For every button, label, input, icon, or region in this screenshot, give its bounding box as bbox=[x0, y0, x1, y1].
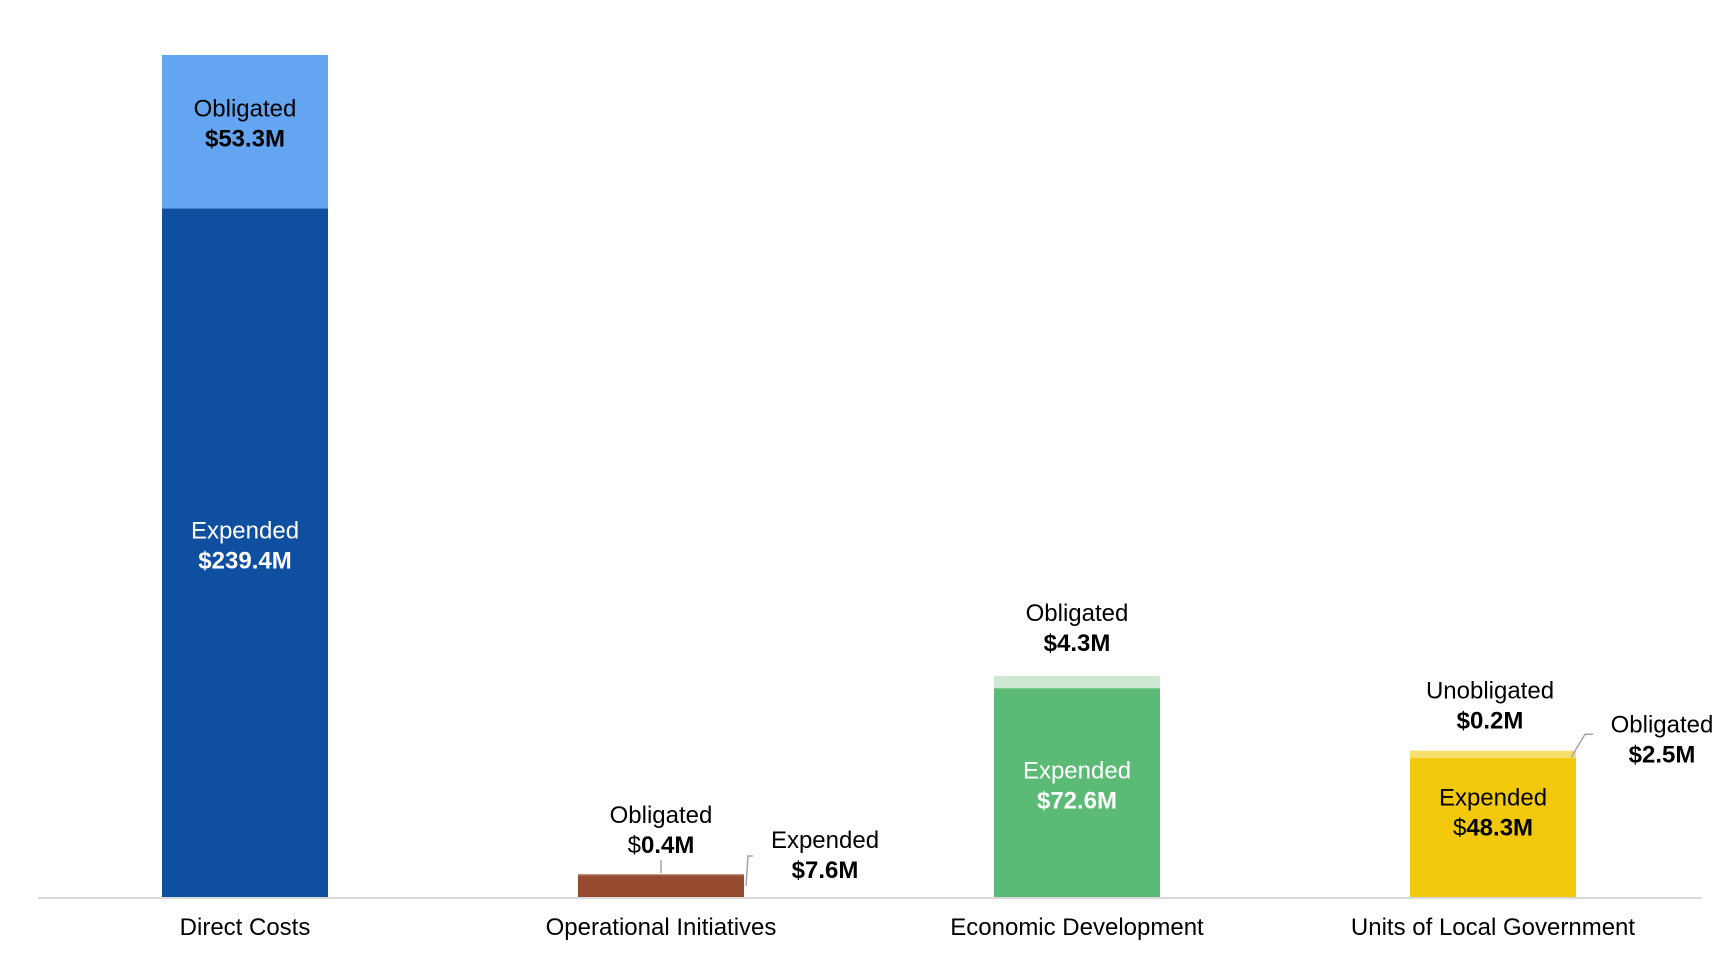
data-label-economic-development-expended: Expended $72.6M bbox=[1023, 758, 1131, 815]
bar-units-of-local-government-unobligated bbox=[1410, 750, 1576, 751]
bars-group bbox=[162, 55, 1576, 897]
data-label-word: Obligated bbox=[610, 802, 713, 829]
data-label-word: Obligated bbox=[194, 96, 297, 123]
x-tick-label-direct-costs: Direct Costs bbox=[180, 914, 311, 941]
data-label-direct-costs-obligated: Obligated $53.3M bbox=[194, 96, 297, 153]
data-label-economic-development-obligated: Obligated $4.3M bbox=[1026, 600, 1129, 657]
bar-operational-initiatives-obligated bbox=[578, 873, 744, 876]
data-label-word: Expended bbox=[771, 827, 879, 854]
data-label-word: Expended bbox=[191, 518, 299, 545]
data-label-word: Expended bbox=[1439, 785, 1547, 812]
bar-units-of-local-government-obligated bbox=[1410, 750, 1576, 759]
leader-line-units-of-local-government-obligated bbox=[1570, 733, 1593, 758]
data-label-units-of-local-government-expended: Expended $48.3M bbox=[1439, 785, 1547, 842]
data-label-direct-costs-expended: Expended $239.4M bbox=[191, 518, 299, 575]
bar-economic-development-expended bbox=[994, 688, 1160, 897]
data-label-operational-initiatives-expended: Expended $7.6M bbox=[771, 827, 879, 884]
leader-lines-group bbox=[660, 733, 1593, 887]
bar-direct-costs-expended bbox=[162, 208, 328, 897]
data-label-word: Obligated bbox=[1026, 600, 1129, 627]
data-label-value: $0.2M bbox=[1457, 707, 1524, 734]
x-tick-label-operational-initiatives: Operational Initiatives bbox=[546, 914, 777, 941]
data-label-units-of-local-government-unobligated: Unobligated $0.2M bbox=[1426, 677, 1554, 734]
data-label-word: Expended bbox=[1023, 758, 1131, 785]
data-label-value: $239.4M bbox=[198, 548, 291, 575]
data-label-value: $0.4M bbox=[628, 832, 695, 859]
bar-units-of-local-government-expended bbox=[1410, 758, 1576, 897]
bar-economic-development-obligated bbox=[994, 675, 1160, 689]
data-label-word: Unobligated bbox=[1426, 677, 1554, 704]
data-label-value: $4.3M bbox=[1044, 630, 1111, 657]
bar-direct-costs-obligated bbox=[162, 55, 328, 209]
x-tick-label-units-of-local-government: Units of Local Government bbox=[1351, 914, 1635, 941]
data-labels-group: Obligated $53.3M Expended $239.4M Obligated $… bbox=[191, 96, 1713, 884]
bar-operational-initiatives-expended bbox=[578, 875, 744, 897]
data-label-operational-initiatives-obligated: Obligated $0.4M bbox=[610, 802, 713, 859]
x-tick-labels-group: Direct Costs Operational Initiatives Econo… bbox=[180, 914, 1636, 941]
leader-line-operational-initiatives-expended bbox=[745, 855, 753, 887]
data-label-value: $53.3M bbox=[205, 126, 285, 153]
data-label-value: $48.3M bbox=[1453, 815, 1533, 842]
data-label-word: Obligated bbox=[1611, 711, 1714, 738]
data-label-value: $72.6M bbox=[1037, 788, 1117, 815]
data-label-value: $7.6M bbox=[792, 857, 859, 884]
data-label-units-of-local-government-obligated: Obligated $2.5M bbox=[1611, 711, 1714, 768]
x-tick-label-economic-development: Economic Development bbox=[950, 914, 1204, 941]
data-label-value: $2.5M bbox=[1629, 741, 1696, 768]
